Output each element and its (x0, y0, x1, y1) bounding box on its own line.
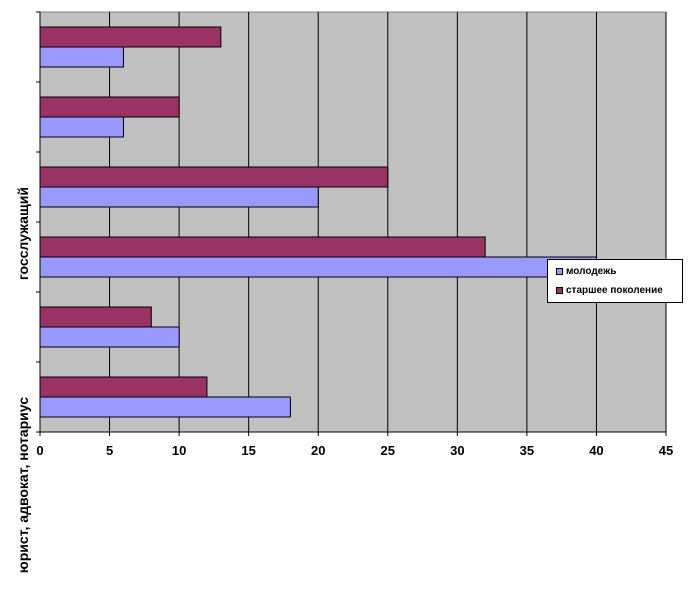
bar-older-0 (39, 376, 208, 398)
legend-label-youth: молодежь (566, 266, 617, 277)
category-label-3: госслужащий (15, 187, 31, 280)
bars (39, 26, 597, 418)
x-tick-label: 5 (106, 443, 113, 458)
axes (36, 11, 666, 433)
gridlines (109, 12, 667, 432)
x-tick-label: 15 (241, 443, 255, 458)
bar-youth-0 (39, 396, 291, 418)
bar-older-5 (39, 26, 222, 48)
bar-youth-1 (39, 326, 180, 348)
x-tick-label: 10 (172, 443, 186, 458)
legend-item-youth: молодежь (556, 266, 616, 277)
legend-label-older: старшее поколение (566, 285, 663, 296)
plot-area (39, 11, 667, 433)
legend: молодежь старшее поколение (547, 259, 683, 303)
x-tick-label: 20 (311, 443, 325, 458)
x-tick-label: 35 (520, 443, 534, 458)
bar-youth-2 (39, 256, 597, 278)
bar-youth-4 (39, 116, 124, 138)
x-axis-ticks: 0 5 10 15 20 25 30 35 40 45 (36, 432, 673, 458)
x-tick-label: 30 (450, 443, 464, 458)
category-label-0: юрист, адвокат, нотариус (15, 397, 31, 573)
x-tick-label: 0 (36, 443, 43, 458)
category-labels: юрист, адвокат, нотариус госслужащий (15, 187, 31, 573)
x-tick-label: 25 (381, 443, 395, 458)
bar-older-2 (39, 236, 486, 258)
legend-swatch-youth (556, 268, 563, 275)
bar-youth-5 (39, 46, 124, 68)
x-tick-label: 40 (589, 443, 603, 458)
bar-older-1 (39, 306, 152, 328)
legend-item-older: старшее поколение (556, 285, 663, 296)
legend-swatch-older (556, 287, 563, 294)
x-tick-label: 45 (659, 443, 673, 458)
bar-youth-3 (39, 186, 319, 208)
bar-older-3 (39, 166, 389, 188)
bar-older-4 (39, 96, 180, 118)
